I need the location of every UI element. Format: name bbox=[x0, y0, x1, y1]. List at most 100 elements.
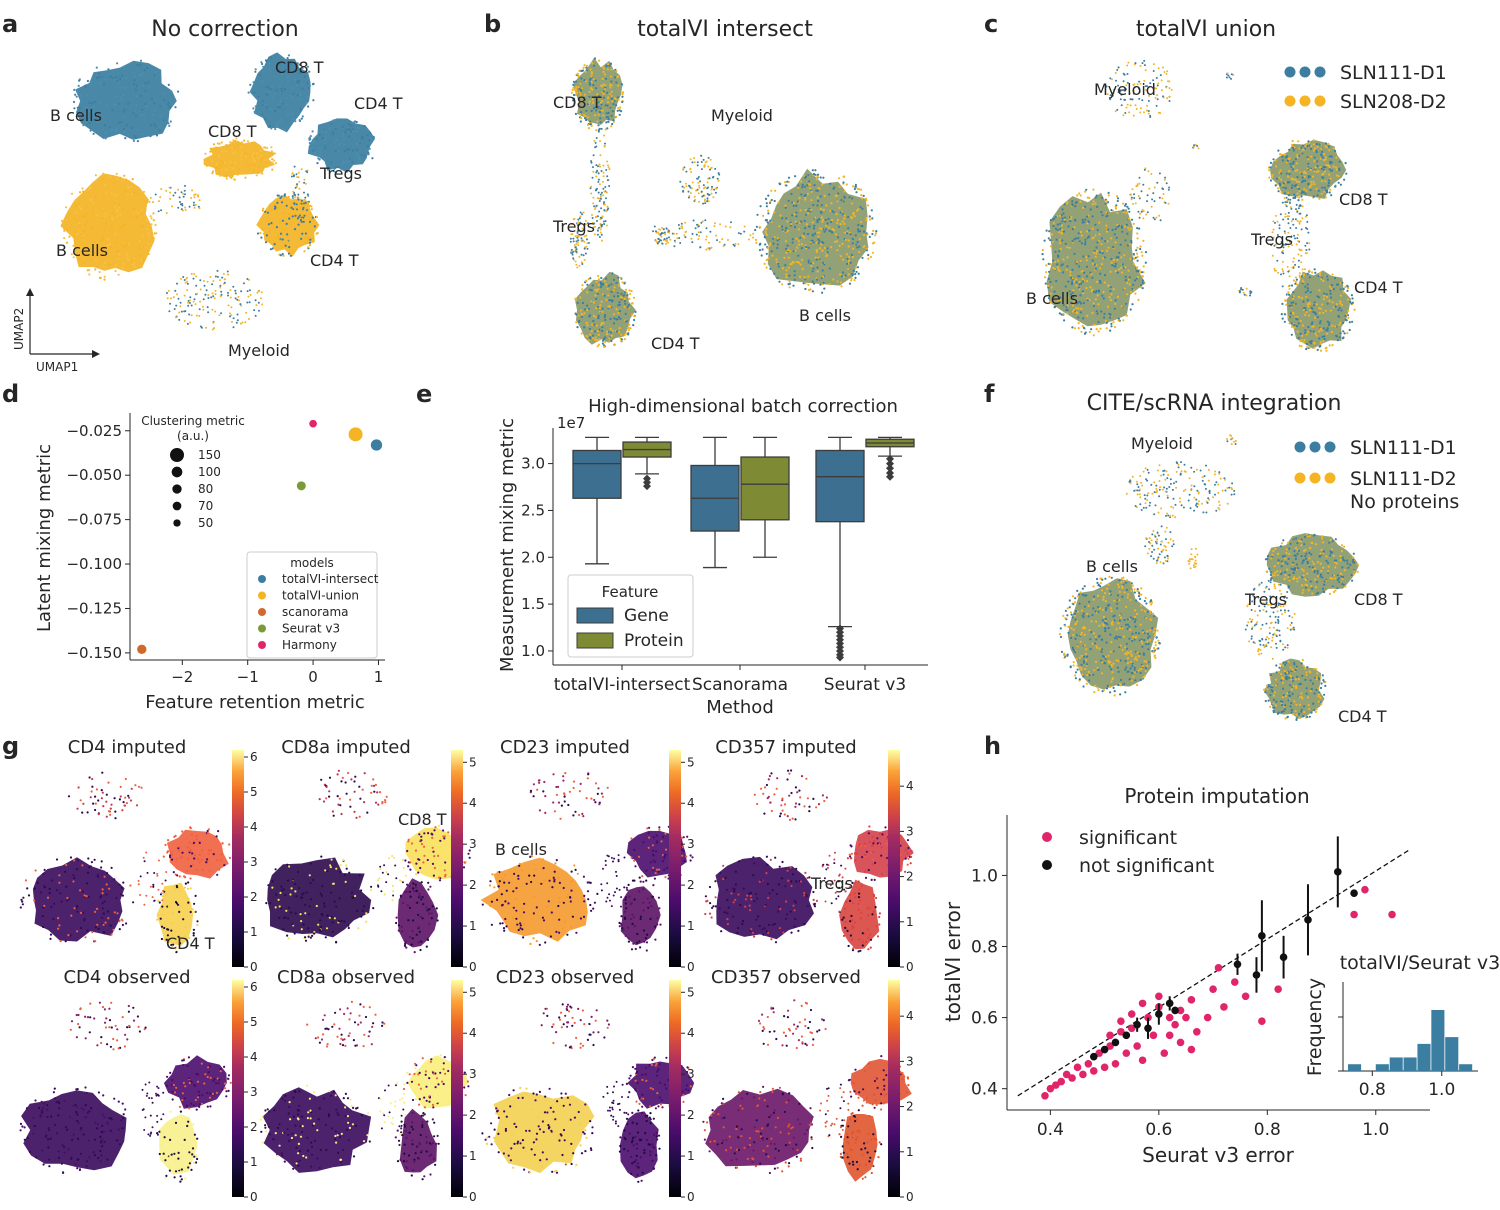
cell bbox=[613, 343, 617, 346]
cell bbox=[1101, 250, 1104, 253]
cell bbox=[845, 232, 849, 235]
cell bbox=[325, 131, 328, 134]
cell bbox=[278, 62, 281, 65]
cell bbox=[184, 209, 187, 211]
cell bbox=[1339, 294, 1343, 297]
cell bbox=[1162, 66, 1164, 69]
cell bbox=[177, 297, 180, 300]
cell bbox=[1299, 275, 1301, 278]
cell bbox=[1125, 211, 1128, 214]
cell bbox=[1323, 186, 1326, 189]
cell bbox=[184, 206, 187, 209]
cell bbox=[700, 168, 703, 171]
cell bbox=[1300, 146, 1303, 150]
cell bbox=[304, 102, 307, 105]
cell bbox=[1340, 304, 1344, 307]
cell bbox=[569, 240, 572, 243]
cell bbox=[367, 151, 370, 154]
cell bbox=[795, 237, 798, 240]
cell bbox=[146, 201, 148, 204]
cell bbox=[596, 288, 599, 291]
cell bbox=[186, 289, 189, 291]
cell bbox=[1072, 664, 1075, 667]
cell bbox=[214, 275, 217, 278]
cell bbox=[1139, 107, 1142, 110]
cell bbox=[860, 194, 863, 197]
cell bbox=[1297, 295, 1300, 299]
cell bbox=[1109, 650, 1112, 653]
cell bbox=[836, 218, 840, 222]
cell bbox=[232, 317, 235, 320]
cell bbox=[1280, 542, 1283, 545]
cell bbox=[1163, 178, 1166, 181]
cell bbox=[1311, 566, 1314, 569]
cell bbox=[1304, 678, 1307, 682]
cell bbox=[1324, 142, 1327, 145]
cell bbox=[828, 193, 831, 196]
cell bbox=[1124, 88, 1127, 91]
cell bbox=[1316, 295, 1319, 298]
cell bbox=[1070, 613, 1073, 616]
cell bbox=[606, 127, 609, 130]
cell bbox=[812, 262, 815, 265]
cell bbox=[843, 190, 846, 193]
cell bbox=[355, 152, 358, 155]
cell bbox=[603, 209, 606, 212]
cell bbox=[142, 258, 145, 261]
cell bbox=[1064, 617, 1067, 620]
cell bbox=[1290, 165, 1293, 168]
cell bbox=[1082, 685, 1085, 688]
cell bbox=[599, 165, 601, 168]
cell bbox=[623, 338, 627, 341]
cell bbox=[1128, 92, 1131, 95]
cell bbox=[610, 90, 613, 93]
cell bbox=[1157, 82, 1160, 85]
cell bbox=[1057, 259, 1060, 262]
cell bbox=[759, 205, 762, 208]
cell bbox=[599, 228, 602, 231]
cell bbox=[617, 98, 620, 101]
cell bbox=[716, 177, 719, 180]
cell bbox=[1075, 278, 1078, 281]
cell bbox=[703, 199, 706, 202]
cell bbox=[1074, 218, 1077, 221]
cell bbox=[823, 194, 826, 197]
cell bbox=[793, 225, 797, 229]
cell bbox=[198, 308, 201, 311]
cell bbox=[1117, 659, 1120, 663]
cell bbox=[244, 176, 247, 179]
cell bbox=[591, 62, 594, 65]
cell bbox=[1091, 613, 1094, 617]
cell bbox=[1119, 693, 1122, 696]
cell bbox=[300, 117, 303, 120]
cell bbox=[113, 181, 116, 184]
cell bbox=[1159, 74, 1162, 77]
cell bbox=[1067, 225, 1070, 228]
cell bbox=[1113, 265, 1116, 268]
cell bbox=[1297, 265, 1300, 268]
cell bbox=[1061, 217, 1064, 220]
cell bbox=[1092, 188, 1095, 191]
cell bbox=[1309, 168, 1312, 171]
cell bbox=[1279, 662, 1282, 666]
cell bbox=[843, 222, 846, 225]
cell bbox=[1142, 506, 1145, 509]
cell bbox=[283, 128, 287, 131]
cell bbox=[306, 95, 309, 98]
cell bbox=[88, 273, 91, 276]
cell bbox=[193, 273, 196, 275]
cell bbox=[776, 243, 779, 246]
cell bbox=[622, 294, 625, 297]
cell bbox=[247, 163, 250, 166]
cell bbox=[127, 242, 130, 245]
cell bbox=[191, 189, 194, 192]
cell bbox=[92, 105, 95, 108]
cell bbox=[70, 253, 73, 256]
cell bbox=[710, 246, 713, 249]
cell bbox=[1282, 270, 1284, 273]
cell bbox=[178, 318, 181, 321]
cell bbox=[615, 308, 618, 311]
cell bbox=[1056, 266, 1059, 269]
cell bbox=[762, 214, 765, 217]
cell bbox=[1117, 670, 1120, 673]
